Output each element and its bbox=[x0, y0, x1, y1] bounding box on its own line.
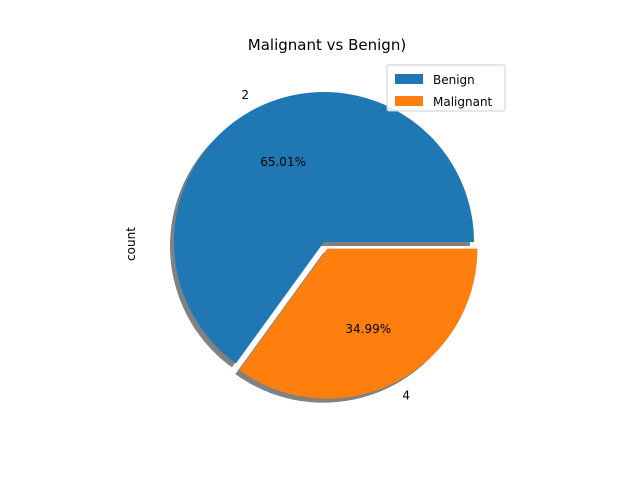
pie-slice-4 bbox=[239, 248, 478, 399]
chart-title: Malignant vs Benign) bbox=[248, 36, 406, 54]
legend-label-benign: Benign bbox=[433, 73, 475, 87]
y-axis-label: count bbox=[124, 227, 138, 261]
legend: Benign Malignant bbox=[386, 64, 506, 112]
slice-label-4: 4 bbox=[402, 389, 410, 403]
legend-label-malignant: Malignant bbox=[433, 95, 493, 109]
slice-label-2: 2 bbox=[241, 88, 249, 102]
pct-label-2: 65.01% bbox=[260, 155, 306, 169]
legend-swatch-benign bbox=[395, 74, 423, 84]
legend-swatch-malignant bbox=[395, 96, 423, 106]
pie-labels: 2 65.01% 4 34.99% bbox=[241, 88, 410, 403]
pie-slices bbox=[173, 91, 478, 399]
pct-label-4: 34.99% bbox=[345, 322, 391, 336]
pie-slice-2 bbox=[173, 91, 475, 364]
